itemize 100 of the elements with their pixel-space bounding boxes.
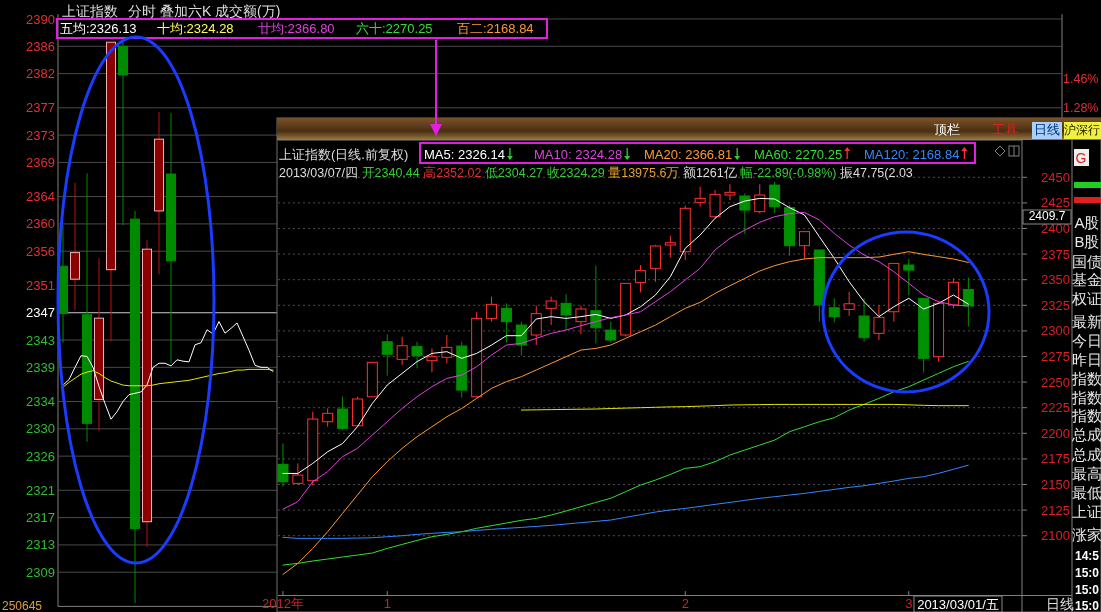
y-tick-label: 2350 <box>1041 272 1070 288</box>
candlestick <box>381 333 393 377</box>
y-tick-label: 2309 <box>26 564 55 580</box>
candlestick <box>769 181 781 214</box>
candlestick <box>649 244 661 283</box>
y-tick-label: 2100 <box>1041 528 1070 544</box>
line-series <box>282 360 969 566</box>
text: 上证 <box>1072 503 1101 520</box>
y-tick-label: 2339 <box>26 359 55 375</box>
y-tick-label: 2369 <box>26 154 55 170</box>
candlestick <box>486 296 498 323</box>
text: 涨家 <box>1072 526 1101 543</box>
y-tick-label: 2400 <box>1041 221 1070 237</box>
text: 总成 <box>1071 446 1101 463</box>
text: 指数 <box>1071 407 1101 424</box>
text: 基金 <box>1072 271 1101 288</box>
text: 国债 <box>1072 253 1101 270</box>
annotation: 六十:2270.25 <box>356 21 433 36</box>
y-tick-label: 2330 <box>26 421 55 437</box>
candlestick <box>575 305 587 335</box>
text: 最新 <box>1072 313 1101 330</box>
y-tick-label: 2347 <box>26 305 55 321</box>
text: MA120: 2168.84 <box>864 147 960 162</box>
y-tick-label: 2175 <box>1041 451 1070 467</box>
y-tick-label: 2450 <box>1041 169 1070 185</box>
candlestick <box>277 442 289 488</box>
text: 15:0 <box>1074 566 1100 580</box>
text: 指数 <box>1071 389 1101 406</box>
annotation: 2013/03/01/五 <box>917 597 999 612</box>
y2-tick-label: 1.28% <box>1063 100 1099 115</box>
candlestick <box>396 336 408 366</box>
y-tick-label: 2225 <box>1041 400 1070 416</box>
y-tick-label: 2425 <box>1041 195 1070 211</box>
candlestick <box>798 231 810 260</box>
text: 最高 <box>1072 465 1101 482</box>
text: 权证 <box>1071 290 1101 307</box>
y-tick-label: 2325 <box>1041 297 1070 313</box>
text: 总成 <box>1071 426 1101 443</box>
x-tick-label: 1 <box>383 596 391 611</box>
text: 最低 <box>1072 484 1101 501</box>
y-tick-label: 2351 <box>26 277 55 293</box>
y-tick-label: 2326 <box>26 448 55 464</box>
annotation: 百二:2168.84 <box>457 21 534 36</box>
y-tick-label: 2150 <box>1041 477 1070 493</box>
candlestick <box>605 321 617 343</box>
line-series <box>62 321 274 420</box>
chart-title: 上证指数 <box>62 3 118 19</box>
candlestick <box>426 347 438 373</box>
candlestick <box>694 186 706 208</box>
annotation: 日线 <box>1034 122 1060 137</box>
candlestick <box>560 293 572 331</box>
y-tick-label: 2377 <box>26 100 55 116</box>
line-series <box>282 464 969 539</box>
candlestick <box>843 291 855 317</box>
text: G <box>1075 150 1087 166</box>
y-tick-label: 2343 <box>26 332 55 348</box>
x-tick-label: 2012年 <box>261 596 304 611</box>
candlestick <box>903 258 915 296</box>
candlestick <box>962 277 974 328</box>
text: MA10: 2324.28 <box>534 147 623 162</box>
annotation: 五均:2326.13 <box>60 21 137 36</box>
y-tick-label: 2321 <box>26 482 55 498</box>
text: A股 <box>1074 214 1100 231</box>
candlestick <box>411 341 423 369</box>
text: 昨日 <box>1072 351 1101 368</box>
text: MA5: 2326.14 <box>424 147 505 162</box>
y-tick-label: 2125 <box>1041 502 1070 518</box>
candlestick <box>635 264 647 293</box>
line-series <box>62 368 274 388</box>
y-tick-label: 2356 <box>26 243 55 259</box>
y-tick-label: 2334 <box>26 394 55 410</box>
text: 15:0 <box>1074 599 1100 612</box>
x-tick-label: 2 <box>681 596 689 611</box>
line-series <box>282 251 969 575</box>
y-tick-label: 2382 <box>26 66 55 82</box>
text: MA20: 2366.81 <box>644 147 733 162</box>
text: B股 <box>1074 233 1100 250</box>
y-tick-label: 2250 <box>1041 374 1070 390</box>
y-tick-label: 2373 <box>26 127 55 143</box>
candlestick <box>530 305 542 346</box>
candlestick <box>739 192 751 235</box>
text: 上证指数(日线.前复权) <box>279 147 409 162</box>
text: 15:0 <box>1074 583 1100 597</box>
annotation: 工具 <box>992 122 1018 137</box>
annotation: 2409.7 <box>1028 209 1066 223</box>
candlestick <box>858 297 870 343</box>
y-tick-label: 2386 <box>26 38 55 54</box>
candlestick <box>754 183 766 214</box>
text: MA60: 2270.25 <box>754 147 843 162</box>
annotation: 日线 <box>1046 596 1074 612</box>
y2-tick-label: 1.46% <box>1063 71 1099 86</box>
y-tick-label: 2275 <box>1041 349 1070 365</box>
annotation: 廿均:2366.80 <box>258 21 335 36</box>
text: 2013/03/07/四 开2340.44 高2352.02 低2304.27 收2324.29 量13975.6万 额1261亿 幅-22.89(-0.98%) 振47.75(2.03 <box>279 166 913 180</box>
text: 14:5 <box>1074 549 1100 563</box>
candlestick <box>664 235 676 259</box>
text: 沪深行 <box>1064 123 1100 137</box>
candlestick <box>724 183 736 201</box>
y-tick-label: 2200 <box>1041 425 1070 441</box>
candlestick <box>322 407 334 428</box>
